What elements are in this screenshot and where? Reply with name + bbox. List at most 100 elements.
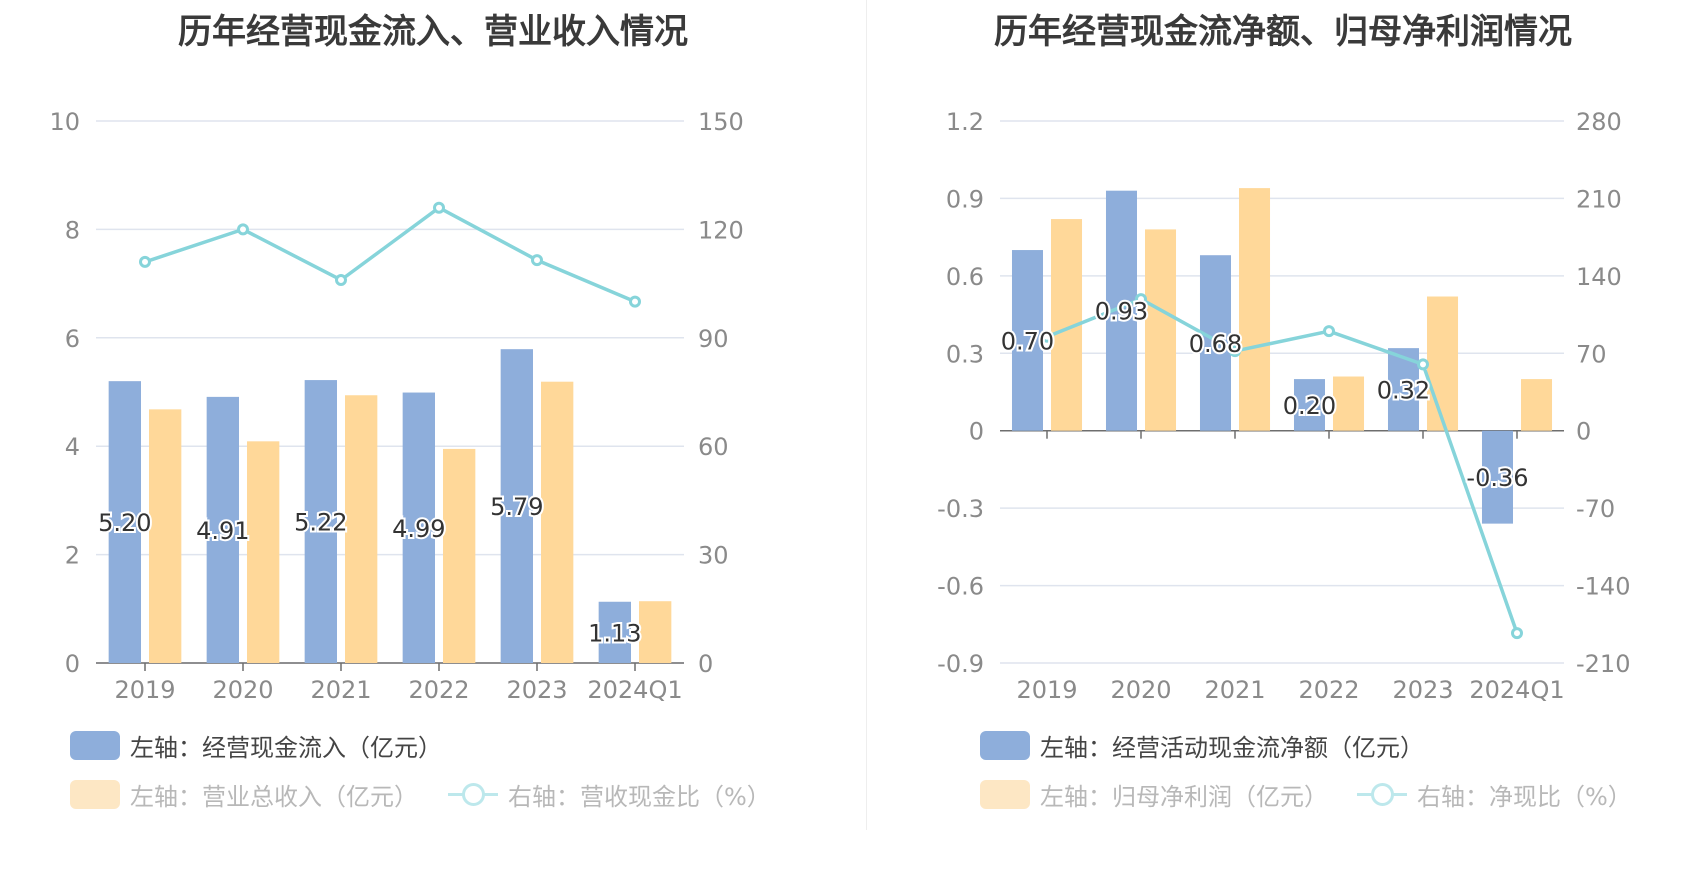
bar-data-label: 5.22	[294, 509, 347, 537]
bar-data-label: 1.13	[588, 619, 641, 647]
bar-secondary	[345, 395, 378, 663]
y-right-tick-label: -140	[1576, 573, 1630, 601]
bar-data-label: 5.20	[98, 509, 151, 537]
bar-data-label: 0.93	[1095, 298, 1148, 326]
x-tick-label: 2020	[212, 676, 273, 704]
y-right-tick-label: 60	[698, 433, 729, 461]
line-point	[335, 273, 347, 286]
legend-item-net-profit[interactable]: 左轴：归母净利润（亿元）	[980, 777, 1328, 812]
line-series	[144, 205, 636, 304]
y-right-tick-label: 0	[1576, 418, 1591, 446]
legend-item-cash-revenue-ratio[interactable]: 右轴：营收现金比（%）	[448, 777, 771, 812]
y-right-tick-label: 280	[1576, 108, 1622, 136]
line-point	[1511, 627, 1523, 640]
bar-secondary	[1521, 379, 1553, 431]
line-point	[1417, 358, 1429, 371]
legend-swatch-line	[1357, 780, 1407, 809]
bar-data-label: 0.68	[1189, 330, 1242, 358]
y-right-tick-label: 210	[1576, 185, 1622, 213]
y-right-tick-label: 150	[698, 108, 744, 136]
x-tick-label: 2019	[114, 676, 175, 704]
x-tick-label: 2020	[1110, 676, 1171, 704]
y-left-tick-label: 0	[65, 650, 80, 678]
line-point	[1229, 345, 1241, 358]
bar-primary	[500, 349, 533, 663]
bar-data-label: 0.70	[1001, 327, 1054, 355]
y-right-tick-label: -210	[1576, 650, 1630, 678]
line-point	[1135, 293, 1147, 306]
legend-label: 右轴：净现比（%）	[1417, 783, 1632, 811]
legend-label: 左轴：营业总收入（亿元）	[130, 783, 418, 811]
x-tick-label: 2023	[1392, 676, 1453, 704]
y-right-tick-label: 140	[1576, 263, 1622, 291]
chart-panel-cash-inflow: 历年经营现金流入、营业收入情况 0 2 4 6 8 10 0 30 60 90 120 150 2019…	[49, 12, 771, 812]
bar-data-label: 0.32	[1377, 376, 1430, 404]
y-right-tick-label: 90	[698, 325, 729, 353]
legend-swatch-line	[448, 780, 498, 809]
bar-primary	[598, 601, 631, 663]
chart-title: 历年经营现金流入、营业收入情况	[178, 12, 688, 52]
x-tick-label: 2024Q1	[587, 676, 682, 704]
bar-data-label: 0.20	[1283, 392, 1336, 420]
bar-secondary	[247, 441, 280, 663]
bar-secondary	[1239, 188, 1271, 431]
bar-secondary	[639, 601, 672, 663]
x-tick-label: 2022	[1298, 676, 1359, 704]
bar-secondary	[149, 409, 182, 663]
bar-data-label: 4.91	[196, 517, 249, 545]
legend-label: 左轴：经营活动现金流净额（亿元）	[1040, 734, 1424, 762]
legend-label: 左轴：归母净利润（亿元）	[1040, 783, 1328, 811]
chart-plot-net-cash-flow: -0.9 -0.6 -0.3 0 0.3 0.6 0.9 1.2 -210 -140 -70 0 70 1…	[937, 108, 1630, 704]
line-point	[237, 223, 249, 236]
legend-label: 左轴：经营现金流入（亿元）	[130, 734, 442, 762]
y-right-tick-label: 30	[698, 542, 729, 570]
legend-swatch-bar	[70, 780, 120, 809]
chart-title: 历年经营现金流净额、归母净利润情况	[994, 12, 1572, 52]
y-left-tick-label: -0.6	[937, 573, 984, 601]
legend-item-net-cash-ratio[interactable]: 右轴：净现比（%）	[1357, 777, 1632, 812]
bar-secondary	[443, 448, 476, 663]
bar-data-label: -0.36	[1466, 464, 1528, 492]
y-left-tick-label: 6	[65, 325, 80, 353]
line-point	[531, 254, 543, 267]
legend-item-net-cash-flow[interactable]: 左轴：经营活动现金流净额（亿元）	[980, 728, 1424, 763]
x-tick-label: 2021	[1204, 676, 1265, 704]
y-right-tick-label: 70	[1576, 340, 1607, 368]
y-left-tick-label: 4	[65, 433, 80, 461]
bar-primary	[206, 396, 239, 663]
line-point	[1041, 330, 1053, 343]
legend-label: 右轴：营收现金比（%）	[508, 783, 771, 811]
y-left-tick-label: 0.6	[946, 263, 984, 291]
x-tick-label: 2021	[310, 676, 371, 704]
y-right-tick-label: 0	[698, 650, 713, 678]
bar-primary	[1293, 379, 1325, 431]
line-point	[1323, 325, 1335, 338]
y-left-tick-label: 10	[49, 108, 80, 136]
y-left-tick-label: -0.9	[937, 650, 984, 678]
bar-primary	[1199, 255, 1231, 431]
legend-item-cash-inflow[interactable]: 左轴：经营现金流入（亿元）	[70, 728, 442, 763]
legend-item-revenue[interactable]: 左轴：营业总收入（亿元）	[70, 777, 418, 812]
line-point	[629, 295, 641, 308]
bar-secondary	[541, 381, 574, 663]
legend-swatch-bar	[70, 731, 120, 760]
legend-swatch-bar	[980, 780, 1030, 809]
y-left-tick-label: 1.2	[946, 108, 984, 136]
bar-secondary	[1427, 296, 1459, 431]
x-tick-label: 2019	[1016, 676, 1077, 704]
bar-primary	[108, 381, 141, 663]
x-tick-label: 2022	[408, 676, 469, 704]
bar-secondary	[1145, 229, 1177, 431]
bar-primary	[1011, 250, 1043, 431]
y-left-tick-label: 8	[65, 216, 80, 244]
line-point	[433, 201, 445, 214]
bar-data-label: 4.99	[392, 515, 445, 543]
y-right-tick-label: -70	[1576, 495, 1615, 523]
x-tick-label: 2023	[506, 676, 567, 704]
bar-primary	[1481, 430, 1513, 524]
legend-swatch-bar	[980, 731, 1030, 760]
y-left-tick-label: 0.9	[946, 185, 984, 213]
bar-data-label: 5.79	[490, 493, 543, 521]
bar-primary	[304, 380, 337, 663]
y-right-tick-label: 120	[698, 216, 744, 244]
